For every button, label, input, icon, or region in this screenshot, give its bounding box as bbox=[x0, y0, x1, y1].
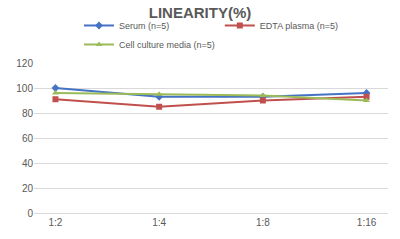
svg-text:60: 60 bbox=[22, 133, 34, 144]
svg-text:100: 100 bbox=[16, 83, 33, 94]
svg-text:40: 40 bbox=[22, 158, 34, 169]
svg-text:20: 20 bbox=[22, 183, 34, 194]
svg-text:Serum (n=5): Serum (n=5) bbox=[119, 21, 169, 31]
svg-text:0: 0 bbox=[27, 208, 33, 219]
svg-text:LINEARITY(%): LINEARITY(%) bbox=[149, 4, 252, 21]
svg-text:1:16: 1:16 bbox=[357, 217, 377, 228]
svg-text:1:8: 1:8 bbox=[256, 217, 270, 228]
svg-text:EDTA plasma (n=5): EDTA plasma (n=5) bbox=[260, 21, 338, 31]
svg-text:120: 120 bbox=[16, 58, 33, 69]
svg-text:1:2: 1:2 bbox=[48, 217, 62, 228]
svg-text:Cell culture media (n=5): Cell culture media (n=5) bbox=[119, 40, 215, 50]
svg-text:1:4: 1:4 bbox=[152, 217, 166, 228]
svg-text:80: 80 bbox=[22, 108, 34, 119]
